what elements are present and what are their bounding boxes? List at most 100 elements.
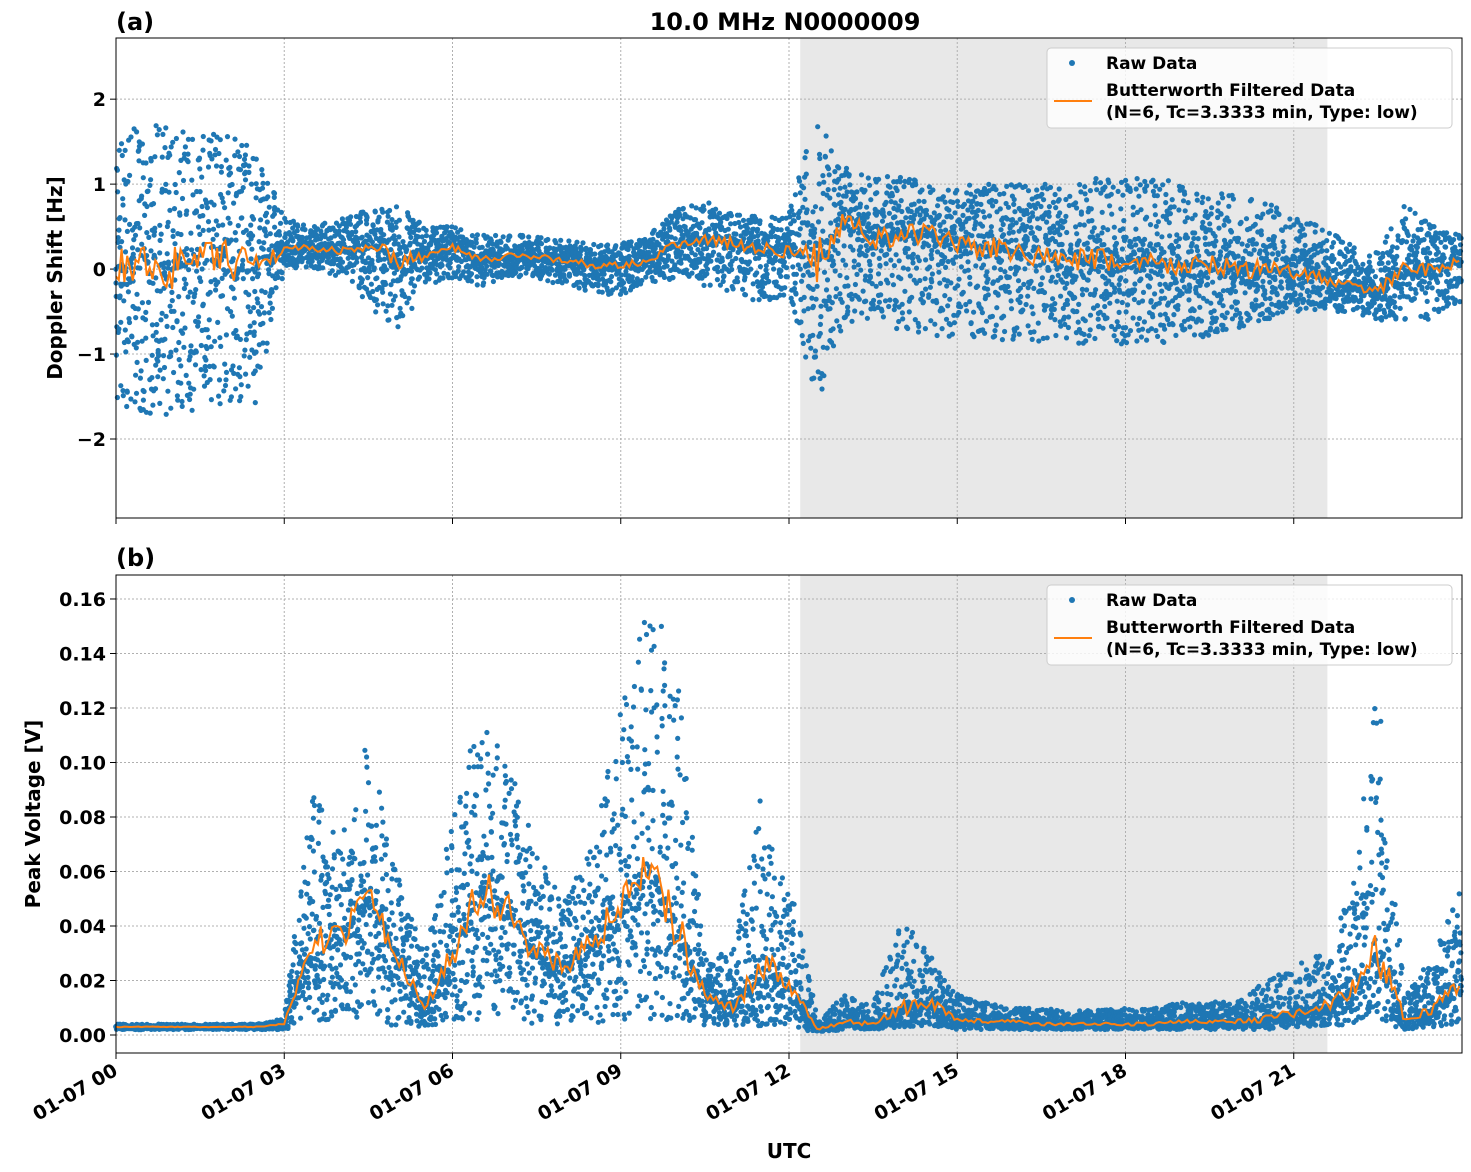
raw-data-point: [185, 151, 191, 157]
raw-data-point: [566, 271, 573, 277]
raw-data-point: [697, 225, 703, 231]
raw-data-point: [1087, 312, 1094, 318]
raw-data-point: [889, 272, 895, 278]
raw-data-point: [990, 203, 996, 209]
raw-data-point: [376, 214, 382, 220]
raw-data-point: [121, 298, 127, 304]
raw-data-point: [817, 321, 824, 327]
raw-data-point: [730, 286, 736, 292]
raw-data-point: [821, 179, 827, 185]
raw-data-point: [834, 318, 840, 324]
raw-data-point: [817, 155, 823, 162]
raw-data-point: [863, 273, 869, 279]
raw-data-point: [423, 233, 429, 239]
raw-data-point: [1073, 274, 1079, 280]
raw-data-point: [857, 201, 864, 207]
raw-data-point: [1064, 229, 1070, 236]
raw-data-point: [122, 147, 128, 153]
raw-data-point: [1067, 193, 1073, 199]
raw-data-point: [901, 184, 907, 190]
raw-data-point: [396, 234, 402, 240]
raw-data-point: [1211, 308, 1217, 314]
raw-data-point: [389, 302, 395, 308]
raw-data-point: [1226, 203, 1232, 209]
raw-data-point: [1184, 235, 1191, 241]
raw-data-point: [1072, 295, 1078, 301]
raw-data-point: [1170, 250, 1176, 256]
raw-data-point: [811, 230, 818, 236]
raw-data-point: [750, 297, 756, 303]
raw-data-point: [1182, 326, 1188, 332]
raw-data-point: [1123, 234, 1129, 240]
raw-data-point: [792, 245, 798, 251]
raw-data-point: [207, 377, 213, 383]
raw-data-point: [856, 296, 862, 302]
raw-data-point: [484, 263, 490, 269]
raw-data-point: [562, 266, 568, 272]
raw-data-point: [944, 237, 950, 243]
raw-data-point: [1116, 282, 1122, 288]
raw-data-point: [239, 215, 245, 221]
raw-data-point: [1033, 268, 1039, 274]
raw-data-point: [369, 257, 375, 263]
raw-data-point: [190, 299, 196, 305]
raw-data-point: [825, 187, 831, 193]
raw-data-point: [813, 296, 819, 302]
raw-data-point: [1209, 205, 1215, 211]
raw-data-point: [171, 369, 177, 376]
raw-data-point: [153, 362, 159, 368]
raw-data-point: [651, 227, 657, 233]
raw-data-point: [812, 204, 819, 210]
raw-data-point: [1089, 218, 1095, 224]
raw-data-point: [144, 230, 150, 236]
raw-data-point: [1056, 186, 1062, 192]
raw-data-point: [340, 237, 347, 243]
raw-data-point: [145, 259, 151, 265]
raw-data-point: [805, 220, 811, 226]
raw-data-point: [919, 187, 925, 193]
raw-data-point: [185, 294, 191, 300]
raw-data-point: [146, 234, 152, 240]
raw-data-point: [981, 214, 988, 220]
raw-data-point: [268, 316, 274, 323]
raw-data-point: [850, 247, 856, 253]
raw-data-point: [1162, 326, 1168, 332]
raw-data-point: [999, 337, 1006, 343]
raw-data-point: [965, 267, 971, 273]
raw-data-point: [725, 226, 731, 232]
raw-data-point: [320, 265, 326, 271]
raw-data-point: [217, 401, 223, 407]
raw-data-point: [693, 205, 699, 211]
raw-data-point: [863, 253, 869, 259]
raw-data-point: [704, 271, 710, 277]
raw-data-point: [359, 277, 365, 283]
raw-data-point: [237, 167, 244, 173]
raw-data-point: [910, 251, 916, 257]
raw-data-point: [803, 354, 809, 360]
raw-data-point: [1144, 214, 1150, 220]
raw-data-point: [215, 279, 221, 285]
raw-data-point: [689, 270, 695, 276]
raw-data-point: [233, 386, 239, 392]
raw-data-point: [791, 218, 797, 224]
raw-data-point: [1195, 236, 1201, 242]
raw-data-point: [1155, 333, 1161, 339]
raw-data-point: [997, 206, 1003, 212]
raw-data-point: [187, 391, 193, 397]
raw-data-point: [372, 231, 378, 237]
raw-data-point: [118, 141, 125, 147]
raw-data-point: [932, 321, 938, 327]
raw-data-point: [953, 254, 959, 260]
raw-data-point: [247, 354, 253, 360]
raw-data-point: [706, 200, 712, 206]
raw-data-point: [974, 213, 980, 219]
raw-data-point: [213, 218, 219, 224]
raw-data-point: [708, 258, 714, 264]
raw-data-point: [1220, 195, 1226, 201]
raw-data-point: [899, 310, 906, 316]
raw-data-point: [253, 195, 259, 201]
raw-data-point: [387, 207, 393, 214]
raw-data-point: [1057, 232, 1063, 238]
raw-data-point: [781, 292, 787, 298]
raw-data-point: [855, 262, 862, 268]
